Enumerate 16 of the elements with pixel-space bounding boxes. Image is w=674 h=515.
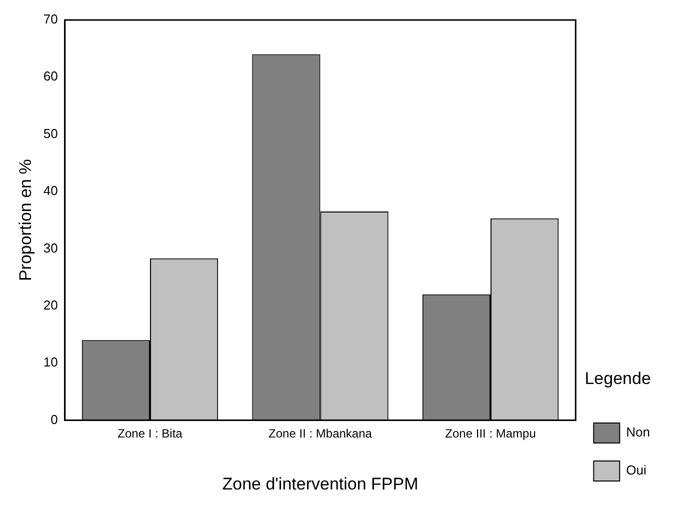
legend-title: Legende [584,368,651,388]
y-tick-label: 0 [50,412,58,427]
y-tick-label: 20 [43,297,58,312]
x-tick-label: Zone II : Mbankana [268,426,372,441]
y-tick-label: 70 [43,12,58,27]
y-tick-label: 50 [43,126,58,141]
x-tick-label: Zone I : Bita [118,426,183,441]
y-tick-label: 60 [43,68,58,84]
y-axis-title: Proportion en % [16,159,35,282]
x-axis-title: Zone d'intervention FPPM [222,474,418,494]
legend-label: Non [626,424,650,440]
legend-label: Oui [626,462,646,478]
y-tick-label: 30 [43,240,58,256]
y-tick-label: 40 [43,183,58,198]
y-tick-label: 10 [43,354,58,370]
x-tick-label: Zone III : Mampu [445,426,536,441]
